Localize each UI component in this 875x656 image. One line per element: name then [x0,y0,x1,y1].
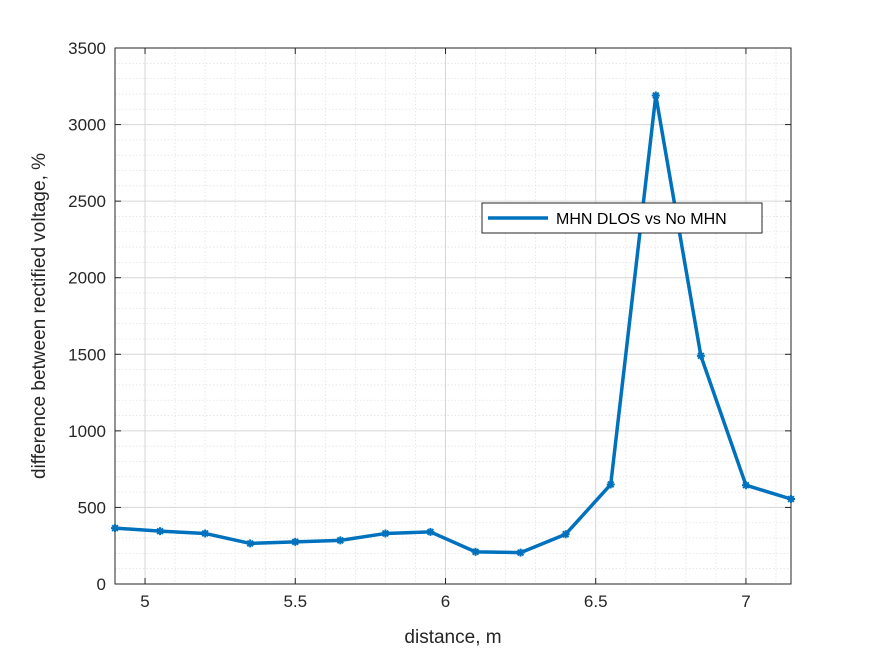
y-tick-label: 500 [78,498,106,517]
data-point [787,495,795,504]
data-point [696,351,705,360]
y-tick-label: 2000 [68,269,106,288]
plot-box [114,47,792,585]
y-tick-label: 2500 [68,192,106,211]
y-axis-ticks: 0 500 1000 1500 2000 2500 3000 3500 [68,39,791,594]
y-tick-label: 3500 [68,39,106,58]
data-point [471,547,480,556]
x-axis-ticks: 5 5.5 6 6.5 7 [140,48,751,611]
data-point [111,524,119,533]
data-point [156,527,165,536]
legend: MHN DLOS vs No MHN [481,202,763,234]
x-tick-label: 6.5 [584,592,608,611]
data-point [561,530,570,539]
x-tick-label: 5 [140,592,149,611]
x-tick-label: 6 [441,592,450,611]
data-point [381,529,390,538]
x-tick-label: 7 [741,592,750,611]
data-point [336,536,345,545]
plot-background [115,48,791,584]
y-tick-label: 1000 [68,422,106,441]
minor-grid [114,48,791,584]
y-axis-label: difference between rectified voltage, % [29,153,50,479]
y-tick-label: 1500 [68,345,106,364]
x-tick-label: 5.5 [283,592,307,611]
data-point [516,548,525,557]
data-point [606,480,615,489]
data-point [246,539,255,548]
data-point [426,527,435,536]
data-point [201,529,210,538]
data-point [291,537,300,546]
legend-entry-label: MHN DLOS vs No MHN [556,211,727,228]
y-tick-label: 3000 [68,116,106,135]
data-point [741,481,750,490]
x-axis-label: distance, m [404,627,501,648]
y-tick-label: 0 [97,575,106,594]
data-point [651,91,660,100]
